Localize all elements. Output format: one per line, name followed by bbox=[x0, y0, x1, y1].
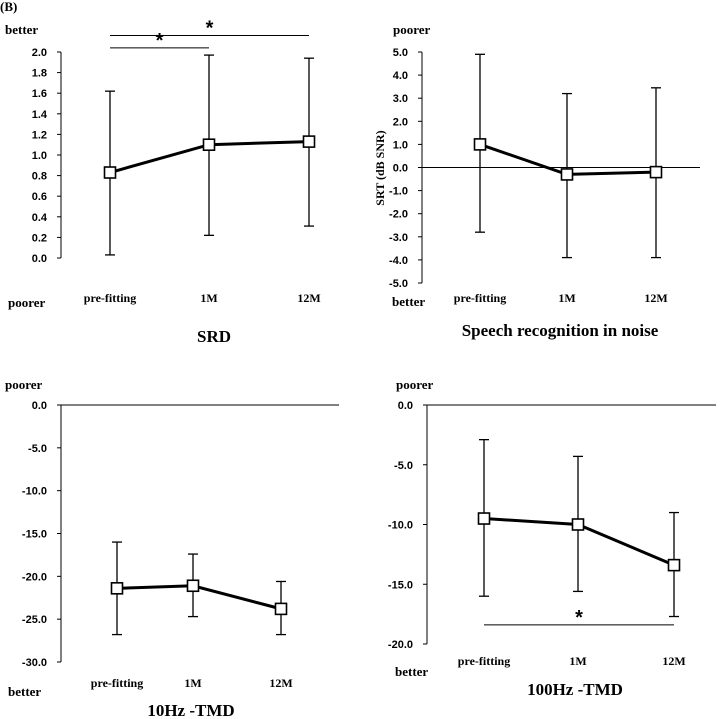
chart2-data-point bbox=[560, 168, 574, 181]
chart2-y-tick-label: -5.0 bbox=[389, 278, 408, 290]
chart3-y-tick-label: -15.0 bbox=[22, 529, 47, 541]
chart1-bottom-direction-label: poorer bbox=[8, 295, 46, 310]
chart3-top-direction-label: poorer bbox=[5, 377, 43, 392]
chart3-x-tick-label: 1M bbox=[184, 676, 201, 690]
chart1-x-tick-label: 12M bbox=[297, 291, 320, 305]
chart3-data-point bbox=[110, 582, 124, 595]
chart2-data-point bbox=[649, 165, 663, 179]
chart2-y-tick-label: 0.0 bbox=[393, 163, 408, 175]
chart4-x-tick-label: pre-fitting bbox=[458, 654, 510, 668]
chart3-y-tick-label: -25.0 bbox=[22, 614, 47, 626]
chart2-y-tick-label: -1.0 bbox=[389, 186, 408, 198]
chart1-top-direction-label: better bbox=[5, 22, 38, 37]
chart4-data-point bbox=[477, 512, 491, 525]
chart1-x-tick-label: pre-fitting bbox=[84, 291, 136, 305]
chart3-bottom-direction-label: better bbox=[8, 684, 41, 699]
chart2-top-direction-label: poorer bbox=[393, 22, 431, 37]
chart3-y-tick-label: -20.0 bbox=[22, 571, 47, 583]
chart2-y-tick-label: -4.0 bbox=[389, 255, 408, 267]
chart1-y-tick-label: 1.4 bbox=[32, 109, 48, 121]
chart1-y-tick-label: 1.0 bbox=[32, 150, 47, 162]
chart4-data-point bbox=[571, 518, 585, 531]
chart4-title: 100Hz -TMD bbox=[527, 680, 623, 699]
chart2-y-tick-label: -2.0 bbox=[389, 209, 408, 221]
chart3-x-tick-label: pre-fitting bbox=[91, 676, 143, 690]
chart4-top-direction-label: poorer bbox=[396, 377, 434, 392]
chart4-y-tick-label: -5.0 bbox=[394, 460, 413, 472]
chart2-title: Speech recognition in noise bbox=[462, 321, 659, 340]
chart2-data-point bbox=[473, 138, 487, 151]
chart3-title: 10Hz -TMD bbox=[147, 701, 234, 719]
chart4-y-tick-label: 0.0 bbox=[398, 400, 413, 412]
chart3-y-tick-label: 0.0 bbox=[32, 400, 47, 412]
chart1-y-tick-label: 1.2 bbox=[32, 129, 47, 141]
chart1-y-tick-label: 2.0 bbox=[32, 47, 47, 59]
chart2-y-tick-label: 1.0 bbox=[393, 139, 408, 151]
chart2-bottom-direction-label: better bbox=[392, 294, 425, 309]
chart2-x-tick-label: 12M bbox=[644, 291, 667, 305]
chart1-y-tick-label: 1.8 bbox=[32, 68, 47, 80]
chart1-data-point bbox=[103, 166, 117, 179]
chart1-title: SRD bbox=[197, 327, 231, 346]
chart3-y-tick-label: -5.0 bbox=[28, 443, 47, 455]
chart1-significance-star: * bbox=[206, 18, 214, 40]
chart4-y-tick-label: -10.0 bbox=[388, 520, 413, 532]
chart1-y-tick-label: 0.0 bbox=[32, 253, 47, 265]
chart2-y-tick-label: -3.0 bbox=[389, 232, 408, 244]
chart2-y-tick-label: 5.0 bbox=[393, 47, 408, 59]
chart1-data-point bbox=[202, 138, 216, 151]
chart4-y-tick-label: -15.0 bbox=[388, 579, 413, 591]
chart4-data-point bbox=[667, 558, 681, 572]
chart3-data-point bbox=[186, 579, 200, 593]
chart4-x-tick-label: 1M bbox=[569, 654, 586, 668]
chart3-x-tick-label: 12M bbox=[269, 676, 292, 690]
chart2-y-axis-label: SRT (dB SNR) bbox=[373, 130, 387, 205]
chart4-significance-star: * bbox=[575, 607, 583, 629]
chart3-y-tick-label: -30.0 bbox=[22, 657, 47, 669]
chart2-y-tick-label: 2.0 bbox=[393, 116, 408, 128]
chart1-significance-star: * bbox=[156, 30, 164, 52]
chart4-bottom-direction-label: better bbox=[395, 664, 428, 679]
panel-label: (B) bbox=[0, 0, 17, 14]
chart1-x-tick-label: 1M bbox=[200, 291, 217, 305]
chart2-y-tick-label: 4.0 bbox=[393, 70, 408, 82]
chart2-x-tick-label: 1M bbox=[558, 291, 575, 305]
chart3-data-point bbox=[274, 602, 288, 616]
chart2-x-tick-label: pre-fitting bbox=[454, 291, 506, 305]
chart1-y-tick-label: 1.6 bbox=[32, 88, 47, 100]
chart1-data-point bbox=[302, 135, 316, 148]
chart1-y-tick-label: 0.8 bbox=[32, 171, 47, 183]
chart2-y-tick-label: 3.0 bbox=[393, 93, 408, 105]
chart3-y-tick-label: -10.0 bbox=[22, 486, 47, 498]
chart4-y-tick-label: -20.0 bbox=[388, 639, 413, 651]
chart4-x-tick-label: 12M bbox=[662, 654, 685, 668]
chart1-y-tick-label: 0.2 bbox=[32, 232, 47, 244]
chart1-y-tick-label: 0.4 bbox=[32, 212, 48, 224]
chart1-y-tick-label: 0.6 bbox=[32, 191, 47, 203]
